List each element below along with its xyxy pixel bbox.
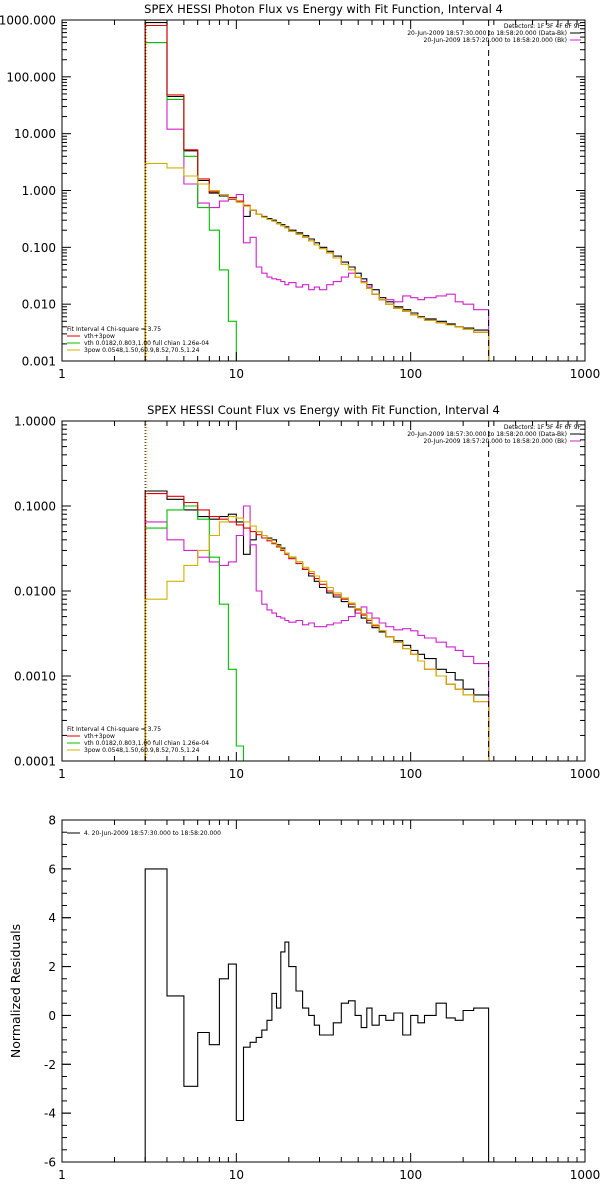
series-line-1 <box>144 490 490 761</box>
x-tick-label: 1000 <box>570 767 600 781</box>
legend-header: Fit Interval 4 Chi-square = 3.75 <box>67 326 161 333</box>
panel-3: 1 10 100 1000 -6 -4 -2 0 2 4 6 8 Normalized Residual… <box>8 814 600 1183</box>
x-tick-label: 100 <box>399 367 422 381</box>
series-group <box>144 22 490 361</box>
legend-entry-text: 20-Jun-2009 18:57:20.000 to 18:58:20.000… <box>424 438 567 445</box>
plot-frame <box>61 819 586 1163</box>
y-tick-label: 0.1000 <box>14 500 56 514</box>
x-tick-label: 100 <box>399 1168 422 1182</box>
chart-title: SPEX HESSI Photon Flux vs Energy with Fi… <box>144 2 503 16</box>
legend-entry-text: 20-Jun-2009 18:57:30.000 to 18:58:20.000… <box>407 30 567 37</box>
legend-entry-text: 20-Jun-2009 18:57:30.000 to 18:58:20.000… <box>407 431 567 438</box>
y-tick-label: 4 <box>48 911 56 925</box>
y-tick-label: 10.000 <box>14 127 56 141</box>
x-tick-label: 10 <box>229 767 244 781</box>
y-tick-label: 0.010 <box>22 298 56 312</box>
x-tick-label: 10 <box>229 367 244 381</box>
series-line-5 <box>144 516 490 761</box>
legend-entry-text: vth+3pow <box>84 733 115 740</box>
y-tick-label: 0 <box>48 1009 56 1023</box>
y-tick-label: 0.100 <box>22 241 56 255</box>
legend-entry-text: 3pow 0.0548,1.50,60.9,8.52,70.5,1.24 <box>84 347 200 354</box>
x-tick-label: 1 <box>58 1168 66 1182</box>
y-tick-label: 1000.000 <box>0 14 56 28</box>
legend-entry-text: 20-Jun-2009 18:57:20.000 to 18:58:20.000… <box>424 37 567 44</box>
legend-entry-text: vth 0.0182,0.803,1.00 full chian 1.26e-0… <box>84 340 209 347</box>
legend-header: Fit Interval 4 Chi-square = 3.75 <box>67 726 161 733</box>
series-line-1 <box>144 868 490 1162</box>
y-tick-label: 0.0100 <box>14 585 56 599</box>
series-group <box>144 868 490 1162</box>
x-tick-label: 10 <box>229 1168 244 1182</box>
y-tick-label: 2 <box>48 960 56 974</box>
legend-left: Fit Interval 4 Chi-square = 3.75vth+3pow… <box>67 726 209 754</box>
y-tick-label: 8 <box>48 814 56 828</box>
panel-2: SPEX HESSI Count Flux vs Energy with Fit… <box>14 403 600 781</box>
legend-left: 4. 20-Jun-2009 18:57:30.000 to 18:58:20.… <box>67 830 221 837</box>
plot-frame <box>61 420 586 762</box>
series-line-4 <box>144 493 490 761</box>
series-group <box>144 490 490 761</box>
chart-title: SPEX HESSI Count Flux vs Energy with Fit… <box>147 403 500 417</box>
y-tick-label: 1.000 <box>22 184 56 198</box>
y-tick-label: 0.0001 <box>14 755 56 769</box>
legend-left: Fit Interval 4 Chi-square = 3.75vth+3pow… <box>67 326 209 354</box>
x-tick-label: 1 <box>58 767 66 781</box>
legend-entry-text: 3pow 0.0548,1.50,60.9,8.52,70.5,1.24 <box>84 747 200 754</box>
y-tick-label: 0.0010 <box>14 670 56 684</box>
y-tick-label: -6 <box>44 1156 56 1170</box>
y-tick-label: -4 <box>44 1107 56 1121</box>
series-line-5 <box>144 162 490 361</box>
y-tick-label: 0.001 <box>22 355 56 369</box>
plot-frame <box>61 19 586 362</box>
y-tick-label: 6 <box>48 862 56 876</box>
legend-header: Detectors: 1F 3F 4F 6F 9F <box>504 23 582 30</box>
x-tick-label: 1 <box>58 367 66 381</box>
x-tick-label: 100 <box>399 767 422 781</box>
legend-entry-text: vth 0.0182,0.803,1.00 full chian 1.26e-0… <box>84 740 209 747</box>
panel-1: SPEX HESSI Photon Flux vs Energy with Fi… <box>0 2 600 381</box>
y-tick-label: 1.0000 <box>14 415 56 429</box>
series-line-3 <box>144 42 237 361</box>
y-axis-label: Normalized Residuals <box>8 924 23 1058</box>
y-tick-label: -2 <box>44 1058 56 1072</box>
y-tick-label: 100.000 <box>6 70 56 84</box>
x-tick-label: 1000 <box>570 1168 600 1182</box>
x-tick-label: 1000 <box>570 367 600 381</box>
legend-entry-text: 4. 20-Jun-2009 18:57:30.000 to 18:58:20.… <box>84 830 221 837</box>
legend-header: Detectors: 1F 3F 4F 6F 9F <box>504 424 582 431</box>
series-line-2 <box>144 505 490 761</box>
legend-entry-text: vth+3pow <box>84 333 115 340</box>
